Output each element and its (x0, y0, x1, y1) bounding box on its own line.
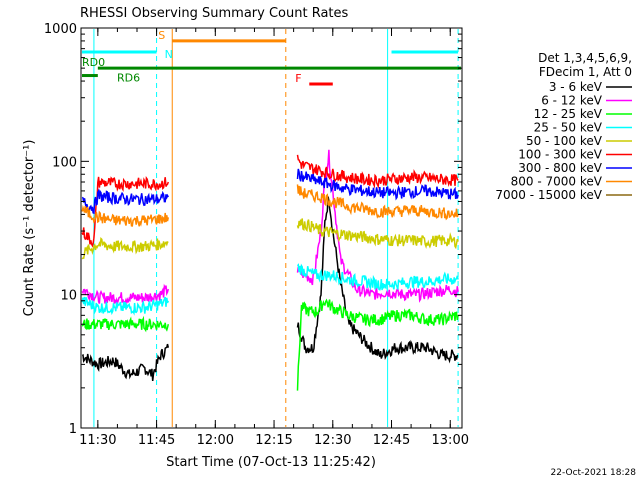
series-line (81, 176, 170, 248)
legend-entry-label: 7000 - 15000 keV (495, 188, 602, 202)
series-line (296, 218, 459, 250)
x-axis-label: Start Time (07-Oct-13 11:25:42) (166, 455, 376, 470)
series-line (296, 184, 459, 221)
series-line (296, 298, 459, 391)
y-tick-label: 100 (52, 155, 77, 170)
x-tick-label: 13:00 (432, 433, 469, 448)
series-line (81, 315, 170, 333)
legend-entry-label: 6 - 12 keV (541, 94, 603, 108)
plot-frame (80, 27, 463, 429)
flag-bars: NS F RD0 RD6 (82, 29, 461, 86)
flag-label: S (158, 29, 165, 42)
series-line (296, 168, 459, 201)
x-tick-label: 12:30 (314, 433, 351, 448)
legend-entry-label: 300 - 800 keV (518, 161, 602, 175)
x-tick-label: 11:45 (138, 433, 175, 448)
legend-entry-label: 100 - 300 keV (518, 148, 602, 162)
series-line (81, 236, 169, 260)
y-tick-label: 1000 (44, 22, 77, 37)
series-line (81, 204, 170, 227)
chart-title: RHESSI Observing Summary Count Rates (80, 6, 349, 21)
flag-label: N (165, 48, 173, 61)
y-axis: 1 10 100 1000 (44, 22, 462, 437)
flag-label: RD0 (82, 56, 105, 69)
series-lines (81, 149, 459, 391)
x-tick-label: 12:00 (197, 433, 234, 448)
y-tick-label: 10 (60, 289, 77, 304)
flag-label: RD6 (117, 72, 140, 85)
legend-entry-label: 25 - 50 keV (534, 121, 603, 135)
legend-entry-label: 3 - 6 keV (549, 80, 603, 94)
y-tick-label: 1 (69, 422, 77, 437)
legend-entry-label: 800 - 7000 keV (511, 175, 603, 189)
series-line (81, 296, 170, 316)
legend-header-line: FDecim 1, Att 0 (539, 65, 632, 79)
x-axis: 11:30 11:45 12:00 12:15 12:30 12:45 13:00 (79, 28, 469, 448)
legend: Det 1,3,4,5,6,9,FDecim 1, Att 03 - 6 keV… (495, 51, 632, 202)
series-line (81, 343, 170, 381)
date-stamp: 22-Oct-2021 18:28 (551, 468, 637, 478)
x-tick-label: 12:15 (255, 433, 292, 448)
x-tick-label: 11:30 (79, 433, 116, 448)
legend-entry-label: 12 - 25 keV (534, 107, 603, 121)
x-tick-label: 12:45 (373, 433, 410, 448)
flag-label: F (295, 72, 301, 85)
reference-lines (93, 29, 459, 427)
legend-entry-label: 50 - 100 keV (526, 134, 603, 148)
series-line (81, 283, 170, 306)
series-line (296, 263, 459, 291)
y-axis-label: Count Rate (s⁻¹ detector⁻¹) (22, 140, 37, 317)
series-line (296, 154, 459, 189)
plot-area (80, 27, 463, 429)
legend-header-line: Det 1,3,4,5,6,9, (538, 51, 632, 65)
series-line (81, 188, 169, 215)
